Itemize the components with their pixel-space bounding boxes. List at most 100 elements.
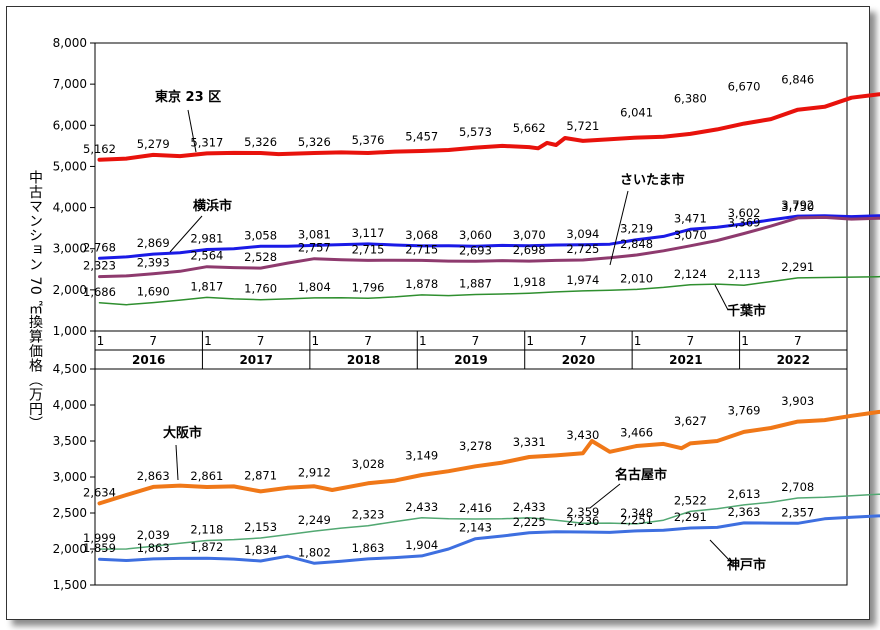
data-label: 2,698 (513, 243, 546, 257)
data-label: 2,323 (352, 508, 385, 522)
callout-line (187, 109, 197, 153)
x-tick-label: 1 (526, 334, 534, 348)
data-label: 3,070 (674, 228, 707, 242)
data-label: 2,393 (137, 256, 170, 270)
x-tick-label: 1 (97, 334, 105, 348)
data-label: 1,802 (298, 545, 331, 559)
y-tick-label: 1,000 (53, 324, 87, 338)
data-label: 3,117 (352, 226, 385, 240)
data-label: 2,236 (566, 514, 599, 528)
data-label: 2,708 (781, 480, 814, 494)
data-label: 1,804 (298, 280, 331, 294)
data-label: 5,162 (83, 142, 116, 156)
x-tick-label: 7 (794, 334, 802, 348)
data-label: 5,326 (298, 135, 331, 149)
data-label: 2,725 (566, 242, 599, 256)
data-label: 1,796 (352, 280, 385, 294)
x-tick-label: 7 (257, 334, 265, 348)
data-label: 3,602 (728, 206, 761, 220)
series-label-nagoya: 名古屋市 (615, 467, 667, 483)
data-label: 2,693 (459, 243, 492, 257)
y-tick-label: 4,500 (53, 362, 87, 376)
series-line-chiba (98, 275, 880, 306)
data-label: 2,118 (190, 523, 223, 537)
data-label: 3,081 (298, 227, 331, 241)
data-label: 3,060 (459, 228, 492, 242)
year-label: 2020 (562, 353, 595, 367)
y-tick-label: 2,500 (53, 506, 87, 520)
data-label: 5,721 (566, 119, 599, 133)
x-tick-label: 7 (364, 334, 372, 348)
x-tick-label: 1 (419, 334, 427, 348)
data-label: 2,613 (728, 487, 761, 501)
data-label: 3,903 (781, 394, 814, 408)
data-label: 5,376 (352, 133, 385, 147)
data-label: 2,869 (137, 236, 170, 250)
data-label: 2,634 (83, 485, 116, 499)
y-tick-label: 4,000 (53, 398, 87, 412)
data-label: 2,433 (513, 500, 546, 514)
data-label: 3,331 (513, 435, 546, 449)
data-label: 3,068 (405, 228, 438, 242)
year-label: 2018 (347, 353, 380, 367)
data-label: 1,686 (83, 285, 116, 299)
year-label: 2017 (239, 353, 272, 367)
data-label: 6,041 (620, 106, 653, 120)
y-tick-label: 2,000 (53, 542, 87, 556)
data-label: 2,010 (620, 271, 653, 285)
y-tick-label: 2,000 (53, 283, 87, 297)
series-line-saitama (98, 215, 880, 279)
data-label: 1,760 (244, 282, 277, 296)
data-label: 5,279 (137, 137, 170, 151)
x-tick-label: 7 (472, 334, 480, 348)
y-tick-label: 8,000 (53, 36, 87, 50)
data-label: 2,863 (137, 469, 170, 483)
data-label: 1,887 (459, 277, 492, 291)
data-label: 2,291 (781, 260, 814, 274)
data-label: 1,904 (405, 538, 438, 552)
series-label-kobe: 神戸市 (727, 557, 766, 573)
callout-line (714, 284, 729, 311)
year-label: 2019 (454, 353, 487, 367)
y-tick-label: 3,000 (53, 242, 87, 256)
data-label: 3,769 (728, 404, 761, 418)
data-label: 2,143 (459, 521, 492, 535)
data-label: 2,153 (244, 520, 277, 534)
data-label: 2,348 (620, 506, 653, 520)
data-label: 3,070 (513, 228, 546, 242)
data-label: 5,457 (405, 130, 438, 144)
x-tick-label: 7 (149, 334, 157, 348)
y-tick-label: 6,000 (53, 118, 87, 132)
data-label: 2,848 (620, 237, 653, 251)
x-tick-label: 1 (204, 334, 212, 348)
data-label: 1,863 (352, 541, 385, 555)
data-label: 5,662 (513, 121, 546, 135)
data-label: 3,028 (352, 457, 385, 471)
series-label-osaka: 大阪市 (163, 425, 202, 441)
data-label: 2,416 (459, 501, 492, 515)
data-label: 3,471 (674, 211, 707, 225)
data-label: 3,278 (459, 439, 492, 453)
series-line-kobe (98, 514, 880, 565)
top-plot-area (94, 42, 848, 332)
data-label: 3,219 (620, 222, 653, 236)
data-label: 1,690 (137, 285, 170, 299)
x-tick-label: 7 (579, 334, 587, 348)
data-label: 1,863 (137, 541, 170, 555)
series-line-nagoya (98, 493, 880, 550)
data-label: 3,750 (781, 200, 814, 214)
series-line-osaka (97, 409, 880, 506)
y-tick-label: 3,500 (53, 434, 87, 448)
data-label: 3,094 (566, 227, 599, 241)
y-tick-label: 1,500 (53, 578, 87, 592)
data-label: 2,357 (781, 505, 814, 519)
data-label: 2,871 (244, 468, 277, 482)
data-label: 1,859 (83, 541, 116, 555)
data-label: 2,433 (405, 500, 438, 514)
data-label: 1,999 (83, 531, 116, 545)
data-label: 2,359 (566, 505, 599, 519)
data-label: 2,768 (83, 240, 116, 254)
series-label-yokohama: 横浜市 (193, 198, 232, 214)
data-label: 2,528 (244, 250, 277, 264)
data-label: 3,627 (674, 414, 707, 428)
